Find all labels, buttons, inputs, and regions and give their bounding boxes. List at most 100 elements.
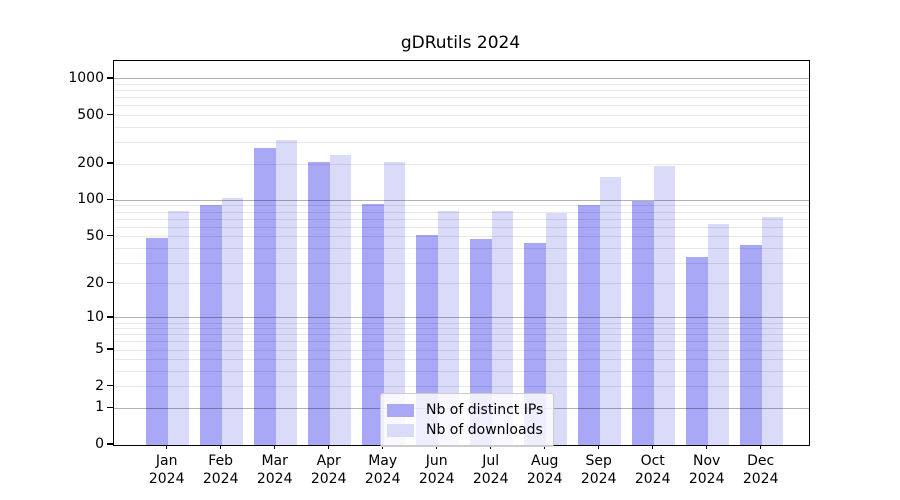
y-gridline-minor (114, 328, 809, 330)
x-tick-mark (274, 444, 276, 449)
x-tick-month: Feb (208, 453, 234, 469)
y-tick-label: 50 (86, 227, 104, 244)
y-tick-label: 1 (95, 399, 104, 416)
bar-downloads-nov (707, 223, 730, 445)
y-gridline-minor (114, 97, 809, 99)
bar-distinct-ips-sep (578, 205, 600, 445)
y-tick-mark (107, 114, 113, 116)
y-gridline-minor (114, 90, 809, 92)
y-tick-mark (107, 162, 113, 164)
x-tick-year: 2024 (688, 471, 725, 487)
y-tick-label: 20 (86, 274, 104, 291)
y-gridline-minor (114, 218, 809, 220)
y-tick-label: 5 (95, 341, 104, 358)
y-tick-label: 100 (77, 191, 104, 208)
y-gridline-minor (114, 163, 809, 165)
bar-distinct-ips-feb (200, 205, 222, 445)
plot-area: Nb of distinct IPs Nb of downloads (113, 60, 810, 447)
x-tick-label-feb: Feb 2024 (189, 452, 253, 488)
bar-distinct-ips-oct (632, 201, 654, 445)
bar-distinct-ips-jan (146, 237, 168, 445)
x-tick-year: 2024 (634, 471, 671, 487)
x-tick-year: 2024 (472, 471, 509, 487)
bar-downloads-may (383, 161, 406, 445)
x-tick-mark (760, 444, 762, 449)
x-tick-year: 2024 (526, 471, 563, 487)
x-tick-mark (652, 444, 654, 449)
x-tick-year: 2024 (148, 471, 185, 487)
x-tick-label-jan: Jan 2024 (135, 452, 199, 488)
x-tick-label-mar: Mar 2024 (243, 452, 307, 488)
y-gridline-minor (114, 115, 809, 117)
bar-distinct-ips-mar (254, 147, 276, 445)
x-tick-month: Jul (482, 453, 500, 469)
x-tick-month: Dec (747, 453, 775, 469)
x-tick-year: 2024 (580, 471, 617, 487)
x-tick-month: Oct (640, 453, 665, 469)
y-gridline-minor (114, 226, 809, 228)
bar-downloads-feb (221, 198, 244, 445)
bar-distinct-ips-jun (416, 234, 438, 445)
x-tick-year: 2024 (256, 471, 293, 487)
y-gridline-minor (114, 334, 809, 336)
bar-downloads-oct (653, 165, 676, 445)
bar-downloads-jun (437, 210, 460, 445)
bar-downloads-sep (599, 177, 622, 445)
x-tick-year: 2024 (418, 471, 455, 487)
y-tick-mark (107, 385, 113, 387)
y-tick-mark (107, 198, 113, 201)
y-gridline-minor (114, 322, 809, 324)
y-tick-mark (107, 77, 113, 79)
x-tick-mark (328, 444, 330, 449)
bar-distinct-ips-nov (686, 256, 708, 445)
x-tick-year: 2024 (202, 471, 239, 487)
y-tick-mark (107, 316, 113, 318)
y-gridline-minor (114, 105, 809, 107)
x-tick-mark (706, 444, 708, 449)
legend-swatch-downloads (387, 423, 414, 437)
x-tick-mark (166, 444, 168, 449)
x-tick-label-apr: Apr 2024 (297, 452, 361, 488)
x-tick-month: Apr (316, 453, 341, 469)
y-tick-mark (107, 443, 113, 445)
legend: Nb of distinct IPs Nb of downloads (380, 393, 555, 447)
bar-downloads-mar (275, 140, 298, 445)
y-tick-label: 200 (77, 155, 104, 171)
legend-swatch-distinct-ips (387, 403, 414, 417)
y-tick-mark (107, 282, 113, 284)
y-gridline-minor (114, 205, 809, 207)
x-tick-label-aug: Aug 2024 (513, 452, 577, 488)
y-gridline-minor (114, 142, 809, 144)
chart-title: gDRutils 2024 (400, 33, 521, 53)
y-gridline-minor (114, 283, 809, 285)
y-tick-mark (107, 235, 113, 237)
y-tick-mark (107, 406, 113, 408)
y-tick-mark (107, 348, 113, 350)
bar-distinct-ips-may (362, 203, 384, 445)
y-gridline-major (114, 78, 809, 80)
legend-label-downloads: Nb of downloads (426, 422, 543, 438)
y-gridline-minor (114, 211, 809, 213)
x-tick-month: Aug (531, 453, 559, 469)
y-tick-label: 10 (86, 308, 104, 325)
y-gridline-minor (114, 359, 809, 361)
x-tick-month: Mar (261, 453, 288, 469)
x-tick-month: Jan (155, 453, 178, 469)
y-gridline-minor (114, 371, 809, 373)
x-tick-label-dec: Dec 2024 (729, 452, 793, 488)
x-tick-label-jun: Jun 2024 (405, 452, 469, 488)
y-gridline-minor (114, 84, 809, 86)
y-tick-label: 500 (77, 106, 104, 123)
y-gridline-minor (114, 247, 809, 249)
y-gridline-minor (114, 349, 809, 351)
x-tick-label-may: May 2024 (351, 452, 415, 488)
x-tick-year: 2024 (310, 471, 347, 487)
x-tick-year: 2024 (364, 471, 401, 487)
bar-downloads-jan (167, 210, 190, 445)
x-tick-month: Nov (693, 453, 721, 469)
y-gridline-minor (114, 236, 809, 238)
y-gridline-minor (114, 341, 809, 343)
bar-distinct-ips-dec (740, 244, 762, 445)
bar-downloads-apr (329, 154, 352, 445)
y-tick-label: 1000 (68, 69, 104, 86)
